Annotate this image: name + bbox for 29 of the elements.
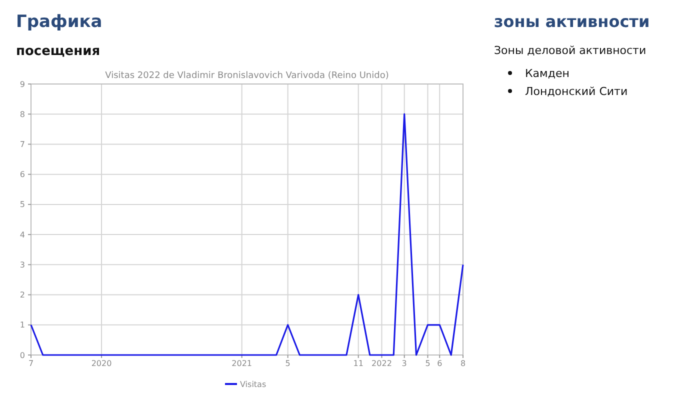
y-tick-label: 3 <box>20 260 25 270</box>
y-tick-label: 2 <box>20 290 25 300</box>
text: Лондонский Сити <box>525 85 628 98</box>
y-tick-label: 7 <box>20 140 25 150</box>
text: Графика <box>16 12 102 32</box>
x-tick-label: 2022 <box>372 359 392 368</box>
x-tick-label: 2021 <box>232 359 252 368</box>
x-tick-label: 11 <box>353 359 364 368</box>
y-tick-label: 6 <box>20 170 25 180</box>
x-tick-label: 3 <box>402 359 407 368</box>
legend-label: Visitas <box>240 380 266 389</box>
x-tick-label: 8 <box>460 359 466 368</box>
y-tick-label: 1 <box>20 320 25 330</box>
y-tick-label: 8 <box>20 110 25 119</box>
text: зоны активности <box>494 12 650 31</box>
x-tick-label: 6 <box>437 359 442 368</box>
y-tick-label: 5 <box>20 200 25 210</box>
x-tick-label: 5 <box>285 359 290 368</box>
y-tick-label: 4 <box>20 230 25 240</box>
y-tick-label: 0 <box>20 350 25 360</box>
x-tick-label: 2020 <box>91 359 112 368</box>
y-tick-label: 9 <box>20 80 25 89</box>
line-series <box>30 113 464 356</box>
text: Камден <box>525 67 570 80</box>
x-tick-label: 5 <box>425 359 430 368</box>
text: посещения <box>16 44 100 59</box>
text: Зоны деловой активности <box>494 44 646 57</box>
chart-title: Visitas 2022 de Vladimir Bronislavovich Varivoda (Reino Unido) <box>105 71 389 81</box>
x-tick-label: 7 <box>28 359 34 368</box>
